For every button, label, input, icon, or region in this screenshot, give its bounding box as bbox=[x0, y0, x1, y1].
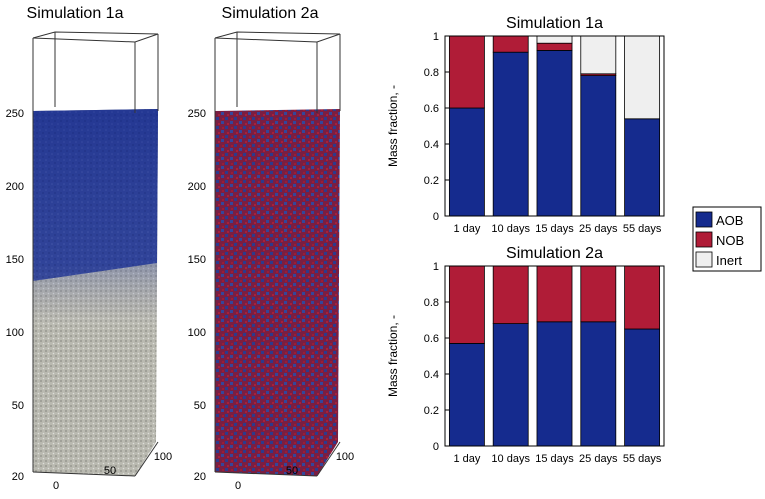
sim-y-tick: 50 bbox=[12, 400, 24, 412]
bar-segment-nob bbox=[492, 265, 529, 324]
y-tick-label: 0.4 bbox=[424, 139, 439, 151]
bar-segment-aob bbox=[624, 328, 661, 447]
chart-title: Simulation 2a bbox=[506, 245, 603, 262]
bar-segment-aob bbox=[448, 107, 485, 217]
x-tick-label: 55 days bbox=[623, 223, 662, 235]
layer-shading bbox=[33, 109, 158, 476]
y-tick-label: 1 bbox=[433, 31, 439, 43]
axes-frame bbox=[444, 265, 665, 447]
x-tick-label: 15 days bbox=[535, 223, 574, 235]
box-edge bbox=[316, 441, 341, 477]
y-tick-label: 0 bbox=[433, 441, 439, 453]
bar-segment-aob bbox=[580, 321, 617, 447]
sim-y-tick: 150 bbox=[6, 254, 24, 266]
sim-x-tick: 50 bbox=[104, 465, 116, 477]
sim-y-tick: 100 bbox=[188, 327, 206, 339]
sim-y-tick: 250 bbox=[188, 108, 206, 120]
sim-y-tick: 20 bbox=[194, 471, 206, 483]
bar-segment-nob bbox=[536, 265, 573, 323]
sim-x-tick: 100 bbox=[154, 451, 172, 463]
y-tick-label: 0.8 bbox=[424, 67, 439, 79]
sim-x-tick: 100 bbox=[336, 451, 354, 463]
sim-x-tick: 0 bbox=[53, 480, 59, 492]
y-tick-label: 0.6 bbox=[424, 333, 439, 345]
sim-y-tick: 50 bbox=[194, 400, 206, 412]
sim-y-tick: 250 bbox=[6, 108, 24, 120]
sim-y-tick: 150 bbox=[188, 254, 206, 266]
sim-y-tick: 200 bbox=[188, 181, 206, 193]
legend-label-aob: AOB bbox=[716, 213, 743, 228]
legend-label-nob: NOB bbox=[716, 233, 744, 248]
x-tick-label: 10 days bbox=[491, 223, 530, 235]
legend-label-inert: Inert bbox=[716, 253, 742, 268]
bar-segment-nob bbox=[448, 35, 485, 109]
bar-segment-aob bbox=[580, 75, 617, 217]
y-tick-label: 0.2 bbox=[424, 405, 439, 417]
bar-segment-nob bbox=[624, 265, 661, 330]
bar-segment-aob bbox=[492, 323, 529, 447]
legend-swatch-nob bbox=[695, 231, 713, 248]
chart-title: Simulation 1a bbox=[506, 15, 603, 32]
box-top-edge bbox=[214, 31, 341, 43]
x-tick-label: 15 days bbox=[535, 453, 574, 465]
x-tick-label: 1 day bbox=[453, 223, 480, 235]
bar-segment-inert bbox=[580, 35, 617, 75]
x-tick-label: 10 days bbox=[491, 453, 530, 465]
sim-y-tick: 20 bbox=[12, 471, 24, 483]
y-axis-label: Mass fraction, - bbox=[386, 85, 400, 167]
sim-title: Simulation 2a bbox=[222, 5, 319, 22]
bar-segment-inert bbox=[536, 35, 573, 44]
bar-segment-nob bbox=[580, 265, 617, 323]
bar-segment-nob bbox=[536, 42, 573, 51]
box-edge bbox=[32, 471, 136, 477]
box-top-edge bbox=[32, 31, 159, 43]
sim-x-tick: 50 bbox=[286, 465, 298, 477]
x-tick-label: 55 days bbox=[623, 453, 662, 465]
bar-segment-aob bbox=[448, 342, 485, 447]
bar-segment-aob bbox=[536, 50, 573, 217]
box-edge bbox=[214, 471, 318, 477]
sim-x-tick: 0 bbox=[235, 480, 241, 492]
bar-segment-inert bbox=[624, 35, 661, 120]
bar-segment-nob bbox=[492, 35, 529, 53]
box-edge bbox=[134, 441, 159, 477]
legend-swatch-inert bbox=[695, 251, 713, 268]
bar-chart-simulation-2a: Simulation 2a 1 day 10 days 15 days 25 days 5… bbox=[386, 245, 665, 465]
x-tick-label: 25 days bbox=[579, 223, 618, 235]
sim-y-tick: 200 bbox=[6, 181, 24, 193]
y-tick-label: 1 bbox=[433, 261, 439, 273]
bar-segment-nob bbox=[448, 265, 485, 344]
mixed-biomass bbox=[215, 109, 340, 476]
bar-chart-simulation-1a: Simulation 1a 1 day 10 days 15 days 25 days 5… bbox=[386, 15, 665, 235]
bar-segment-aob bbox=[536, 321, 573, 447]
x-tick-label: 25 days bbox=[579, 453, 618, 465]
y-tick-label: 0.6 bbox=[424, 103, 439, 115]
x-tick-label: 1 day bbox=[453, 453, 480, 465]
legend-swatch-aob bbox=[695, 211, 713, 228]
legend: AOB NOB Inert bbox=[692, 206, 762, 272]
bar-segment-aob bbox=[492, 51, 529, 217]
y-axis-label: Mass fraction, - bbox=[386, 315, 400, 397]
y-tick-label: 0.2 bbox=[424, 175, 439, 187]
axes-frame bbox=[444, 35, 665, 217]
bar-segment-aob bbox=[624, 118, 661, 217]
y-tick-label: 0.4 bbox=[424, 369, 439, 381]
y-tick-label: 0.8 bbox=[424, 297, 439, 309]
sim-y-tick: 100 bbox=[6, 327, 24, 339]
sim-title: Simulation 1a bbox=[27, 5, 124, 22]
y-tick-label: 0 bbox=[433, 211, 439, 223]
